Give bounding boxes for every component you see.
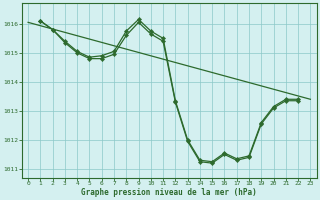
X-axis label: Graphe pression niveau de la mer (hPa): Graphe pression niveau de la mer (hPa) bbox=[81, 188, 257, 197]
